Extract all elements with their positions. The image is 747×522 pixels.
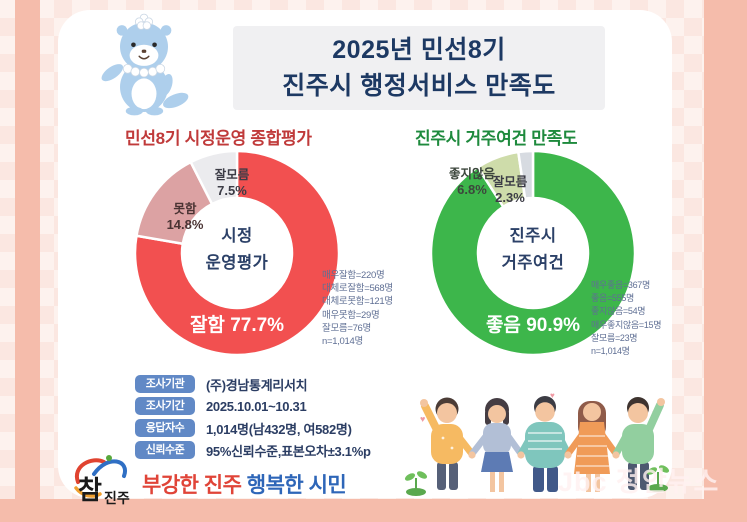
slogan-part2: 행복한 시민 — [246, 474, 347, 497]
slice-label-text: 못함 — [173, 202, 197, 216]
logo-char: 참 — [78, 475, 102, 505]
table-row: 조사기관 (주)경남통계리서치 — [135, 375, 371, 393]
row-label-badge: 응답자수 — [135, 419, 195, 437]
annotation-line: 좋지않음=54명 — [591, 306, 646, 317]
table-row: 조사기간 2025.10.01~10.31 — [135, 397, 371, 415]
sprout-icon — [404, 471, 428, 496]
left-slice-label-bad: 못함 14.8% — [153, 201, 217, 233]
annotation-line: 잘모름=76명 — [322, 322, 371, 334]
center-line: 진주시 — [509, 227, 557, 245]
annotation-line: 매우좋지않음=15명 — [591, 319, 662, 330]
joined-hands — [517, 451, 525, 459]
heart-icon: ♥ — [550, 391, 555, 400]
center-line: 운영평가 — [205, 254, 269, 272]
slice-label-text: 좋음 — [485, 315, 521, 336]
row-label-badge: 신뢰수준 — [135, 441, 195, 459]
slice-label-text: 잘모름 — [492, 175, 528, 189]
joined-hands — [468, 451, 476, 459]
left-slice-label-dontknow: 잘모름 7.5% — [203, 167, 261, 199]
frame-stripe-left — [15, 0, 40, 522]
table-row: 응답자수 1,014명(남432명, 여582명) — [135, 419, 371, 437]
donut-slice-잘함 — [133, 149, 341, 357]
right-slice-label-dontknow: 잘모름 2.3% — [486, 174, 534, 206]
annotation-line: 좋음=555명 — [591, 293, 635, 304]
row-label-badge: 조사기간 — [135, 397, 195, 415]
right-slice-label-notgood: 좋지않음 6.8% — [441, 166, 503, 198]
left-donut-center-label: 시정 운영평가 — [177, 223, 297, 277]
frame-stripe-right — [704, 0, 747, 522]
annotation-line: n=1,014명 — [591, 346, 630, 357]
slice-label-text: 좋지않음 — [448, 167, 495, 181]
slice-label-text: 잘모름 — [214, 168, 250, 182]
person-orange-woman — [564, 401, 620, 492]
page-title-line2: 진주시 행정서비스 만족도 — [282, 72, 556, 100]
joined-hands — [612, 451, 620, 459]
slice-label-pct: 2.3% — [495, 190, 525, 205]
center-line: 거주여건 — [501, 254, 565, 272]
slogan-part1: 부강한 진주 — [142, 474, 242, 497]
frame-stripe-bottom — [0, 499, 747, 522]
sprout-icon — [646, 465, 670, 492]
survey-info-table: 조사기관 (주)경남통계리서치 조사기간 2025.10.01~10.31 응답… — [135, 375, 371, 463]
annotation-line: 잘모름=23명 — [591, 332, 638, 343]
table-row: 신뢰수준 95%신뢰수준,표본오차±3.1%p — [135, 441, 371, 459]
joined-hands — [564, 451, 572, 459]
slice-label-pct: 14.8% — [166, 217, 204, 232]
left-chart-title: 민선8기 시정운영 종합평가 — [125, 129, 312, 148]
person-blue-woman — [468, 398, 525, 492]
slice-label-pct: 77.7% — [230, 315, 285, 336]
row-label-badge: 조사기관 — [135, 375, 195, 393]
left-chart-annotations: 매우잘함=220명 대체로잘함=568명 대체로못함=121명 매우못함=29명… — [322, 269, 422, 348]
slice-label-pct: 6.8% — [457, 182, 487, 197]
right-donut-center-label: 진주시 거주여건 — [473, 223, 593, 277]
heart-icon: ♥ — [420, 414, 425, 424]
city-slogan: 부강한 진주 행복한 시민 — [142, 469, 347, 499]
jinju-city-logo: 참 진주 — [74, 455, 130, 506]
slice-label-pct: 90.9% — [526, 315, 581, 336]
row-value: 1,014명(남432명, 여582명) — [206, 421, 352, 437]
person-green — [612, 397, 665, 490]
annotation-line: 매우못함=29명 — [322, 309, 380, 321]
news-watermark: Jbc 정안뉴스 — [558, 467, 720, 497]
logo-text-small: 진주 — [104, 490, 130, 506]
title-box: 2025년 민선8기 진주시 행정서비스 만족도 — [233, 26, 605, 110]
left-slice-label-good: 잘함 77.7% — [162, 310, 312, 337]
people-illustration: ♥ ♥ ♥ — [404, 391, 670, 496]
row-value: (주)경남통계리서치 — [206, 377, 308, 393]
row-value: 2025.10.01~10.31 — [206, 398, 307, 414]
city-administration-donut-chart — [133, 149, 341, 357]
living-conditions-donut-chart — [429, 149, 637, 357]
center-line: 시정 — [221, 227, 253, 245]
row-value: 95%신뢰수준,표본오차±3.1%p — [206, 443, 371, 459]
donut-hole — [479, 199, 587, 307]
right-chart-annotations: 매우좋음=367명 좋음=555명 좋지않음=54명 매우좋지않음=15명 잘모… — [591, 279, 681, 358]
donut-slice-잘모름 — [517, 149, 535, 200]
person-orange — [420, 397, 476, 490]
annotation-line: 대체로못함=121명 — [322, 296, 393, 308]
annotation-line: n=1,014명 — [322, 336, 363, 348]
annotation-line: 대체로잘함=568명 — [322, 283, 393, 295]
mascot-otter-icon — [101, 13, 189, 116]
donut-hole — [183, 199, 291, 307]
right-slice-label-good: 좋음 90.9% — [458, 310, 608, 337]
person-teal — [517, 396, 572, 492]
annotation-line: 매우좋음=367명 — [591, 280, 650, 290]
donut-slice-좋음 — [429, 149, 637, 357]
slice-label-pct: 7.5% — [217, 183, 247, 198]
donut-slice-잘모름 — [189, 149, 239, 206]
right-chart-title: 진주시 거주여건 만족도 — [415, 129, 578, 148]
slice-label-text: 잘함 — [189, 315, 225, 336]
page-title-line1: 2025년 민선8기 — [332, 36, 506, 64]
annotation-line: 매우잘함=220명 — [322, 270, 385, 281]
